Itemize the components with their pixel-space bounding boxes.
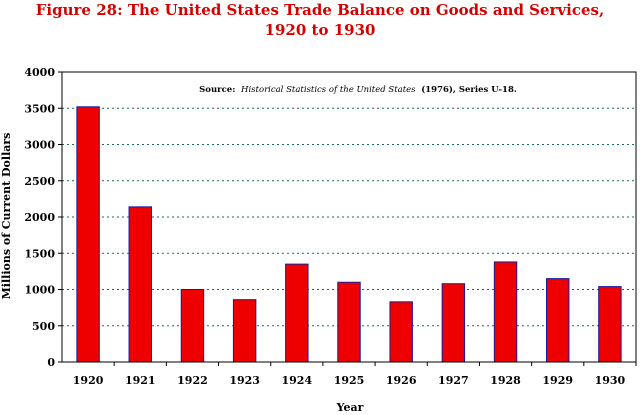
x-tick-label-1927: 1927 [438,374,469,387]
x-tick-label-1925: 1925 [334,374,365,387]
bars [76,106,622,363]
bar-1920 [76,106,100,363]
x-tick-label-1921: 1921 [125,374,156,387]
y-tick-labels: 0 500 1000 1500 2000 2500 3000 3500 4000 [24,66,62,369]
y-tick-label-1500: 1500 [24,247,55,260]
y-tick-label-2000: 2000 [24,211,55,224]
x-tick-label-1923: 1923 [229,374,260,387]
bar-1925 [337,281,361,363]
source-note: Source: Historical Statistics of the Uni… [199,84,517,95]
bar-1928 [493,261,518,363]
x-tick-label-1922: 1922 [177,374,208,387]
x-tick-labels: 1920 1921 1922 1923 1924 1925 1926 1927 1928 1929… [73,362,637,387]
bar-1930 [598,286,622,363]
x-tick-label-1920: 1920 [73,374,104,387]
x-axis-label: Year [336,401,364,414]
chart-title-line-1: Figure 28: The United States Trade Balan… [35,1,605,19]
x-tick-label-1930: 1930 [595,374,626,387]
x-tick-label-1928: 1928 [490,374,521,387]
y-tick-label-4000: 4000 [24,66,55,79]
y-tick-label-3500: 3500 [24,102,55,115]
x-tick-label-1924: 1924 [282,374,313,387]
bar-1924 [285,263,309,363]
bar-1923 [232,299,257,363]
bar-1929 [546,278,570,363]
bar-1926 [389,301,413,363]
x-tick-label-1926: 1926 [386,374,417,387]
source-prefix: Source: [199,85,235,95]
chart-title-line-2: 1920 to 1930 [264,21,376,39]
bar-1922 [180,289,205,363]
y-tick-label-2500: 2500 [24,175,55,188]
y-tick-label-500: 500 [32,320,55,333]
y-tick-label-1000: 1000 [24,284,55,297]
y-axis-label: Millions of Current Dollars [0,133,13,300]
y-tick-label-0: 0 [47,356,55,369]
source-suffix: (1976), Series U-18. [421,84,517,95]
source-title: Historical Statistics of the United Stat… [240,85,416,95]
bar-1927 [441,283,466,363]
x-tick-label-1929: 1929 [542,374,573,387]
y-tick-label-3000: 3000 [24,139,55,152]
bar-1921 [128,206,152,363]
